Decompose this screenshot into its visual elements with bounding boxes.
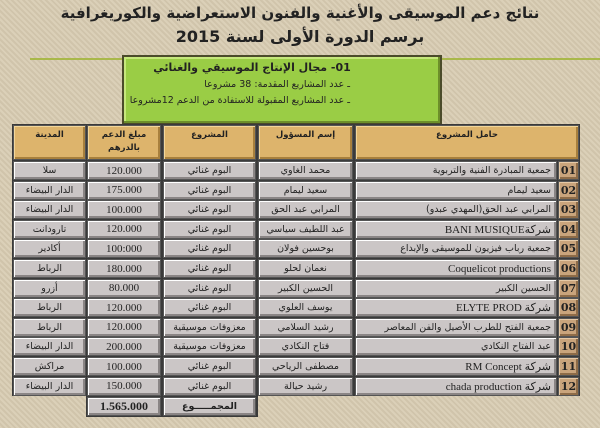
cell-responsible: نعمان لحلو [258,259,353,278]
header-holder: حامل المشروع [355,125,579,160]
cell-responsible: مصطفى الرياحي [258,357,353,376]
cell-number: 06 [558,259,579,278]
cell-holder: سعيد ليمام [355,180,557,200]
cell-responsible: يوسف العلوي [258,298,353,318]
cell-city: الرباط [13,317,86,337]
cell-number: 09 [558,317,579,337]
cell-amount: 120.000 [87,219,161,239]
cell-project: البوم غنائي [163,259,256,278]
cell-city: الرباط [13,298,86,318]
header-responsible: إسم المسؤول [258,125,353,160]
cell-city: أزرو [13,278,86,298]
cell-project: البوم غنائي [163,357,256,376]
cell-responsible: محمد الغاوي [258,161,353,180]
cell-project: البوم غنائي [163,200,256,220]
cell-project: البوم غنائي [163,376,256,396]
cell-responsible: سعيد ليمام [258,180,353,200]
cell-project: البوم غنائي [163,298,256,318]
cell-holder: شركةBANI MUSIQUE [355,219,557,239]
cell-responsible: الحسين الكبير [258,278,353,298]
cell-project: معزوفات موسيقية [163,317,256,337]
cell-number: 02 [558,180,579,200]
cell-number: 01 [558,161,579,180]
cell-project: البوم غنائي [163,161,256,180]
header-amount: مبلغ الدعم بالدرهم [87,125,161,160]
cell-amount: 150.000 [87,376,161,396]
cell-city: الدار البيضاء [13,180,86,200]
cell-responsible: رشيد السلامي [258,317,353,337]
cell-holder: الحسين الكبير [355,278,557,298]
cell-city: الدار البيضاء [13,200,86,220]
cell-city: سلا [13,161,86,180]
cell-amount: 120.000 [87,317,161,337]
page-title: نتائج دعم الموسيقى والأغنية والفنون الاس… [60,4,540,22]
cell-city: الدار البيضاء [13,376,86,396]
cell-responsible: بوحسين فولان [258,239,353,259]
cell-holder: جمعية المبادرة الفنية والتربوية [355,161,557,180]
cell-amount: 175.000 [87,180,161,200]
total-amount: 1.565.000 [87,397,161,417]
page-subtitle: برسم الدورة الأولى لسنة 2015 [175,27,425,46]
cell-city: الدار البيضاء [13,337,86,357]
cell-holder: جمعية الفتح للطرب الأصيل والفن المعاصر [355,317,557,337]
cell-holder: شركة RM Concept [355,357,557,376]
cell-number: 12 [558,376,579,396]
cell-city: الرباط [13,259,86,278]
cell-holder: شركة ELYTE PROD [355,298,557,318]
cell-responsible: عبد اللطيف سياسي [258,219,353,239]
header-project: المشروع [163,125,256,160]
cell-amount: 200.000 [87,337,161,357]
total-label: المجمـــــوع [163,397,256,417]
cell-holder: Coquelicot productions [355,259,557,278]
cell-amount: 100.000 [87,200,161,220]
cell-holder: شركة chada production [355,376,557,396]
cell-responsible: فتاح النكادي [258,337,353,357]
cell-amount: 80.000 [87,278,161,298]
cell-holder: جمعية رباب فيزيون للموسيقى والإبداع [355,239,557,259]
cell-amount: 100:000 [87,239,161,259]
cell-number: 03 [558,200,579,220]
cell-holder: المرابي عبد الحق(المهدي عبدو) [355,200,557,220]
cell-responsible: رشيد حيالة [258,376,353,396]
cell-amount: 120.000 [87,161,161,180]
cell-number: 10 [558,337,579,357]
cell-number: 08 [558,298,579,318]
header-city: المدينة [13,125,86,160]
results-table: المدينة مبلغ الدعم بالدرهم المشروع إسم المس… [12,124,580,418]
summary-heading: 01- مجال الإنتاج الموسيقي والغنائي [153,61,351,74]
cell-number: 05 [558,239,579,259]
cell-responsible: المرابي عبد الحق [258,200,353,220]
cell-number: 11 [558,357,579,376]
cell-project: البوم غنائي [163,219,256,239]
summary-submitted: ـ عدد المشاريع المقدمة: 38 مشروعا [204,79,350,90]
cell-amount: 100.000 [87,357,161,376]
summary-accepted: ـ عدد المشاريع المقبولة للاستفادة من الد… [129,95,350,106]
cell-project: البوم غنائي [163,278,256,298]
cell-holder: عبد الفتاح النكادي [355,337,557,357]
cell-city: أكادير [13,239,86,259]
cell-amount: 120.000 [87,298,161,318]
cell-project: البوم غنائي [163,239,256,259]
cell-number: 04 [558,219,579,239]
cell-amount: 180.000 [87,259,161,278]
cell-project: البوم غنائي [163,180,256,200]
cell-city: تارودانت [13,219,86,239]
cell-project: معزوفات موسيقية [163,337,256,357]
cell-city: مراكش [13,357,86,376]
summary-box: 01- مجال الإنتاج الموسيقي والغنائي ـ عدد… [122,55,442,125]
cell-number: 07 [558,278,579,298]
